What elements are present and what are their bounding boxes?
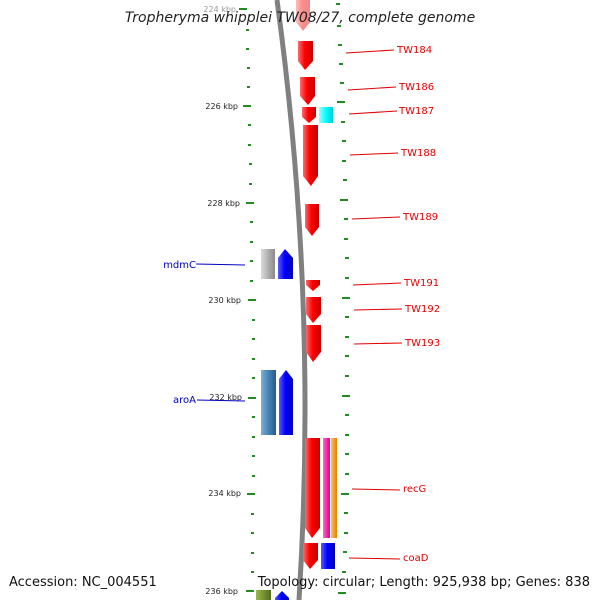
gene-label-coad: coaD xyxy=(403,553,429,564)
gene-label-recg: recG xyxy=(403,484,426,495)
gene-label-tw184: TW184 xyxy=(396,45,432,56)
gene-tw187[interactable] xyxy=(302,107,316,123)
map-title: Tropheryma whipplei TW08/27, complete ge… xyxy=(124,10,476,26)
gene-tw189[interactable] xyxy=(305,204,319,236)
gene-bottom-olive[interactable] xyxy=(256,590,271,600)
gene-label-aroa: aroA xyxy=(173,395,196,406)
gene-label-tw189: TW189 xyxy=(402,212,438,223)
gene-mdmc[interactable] xyxy=(278,249,293,279)
gene-tw183[interactable] xyxy=(296,0,310,31)
kbp-label-230: 230 kbp xyxy=(208,296,241,305)
accession-label: Accession: NC_004551 xyxy=(9,575,157,590)
gene-tw191[interactable] xyxy=(306,280,320,291)
gene-tw187-cyan[interactable] xyxy=(319,107,333,123)
callout-lines xyxy=(195,49,403,560)
gene-aroa-steel[interactable] xyxy=(261,370,276,435)
kbp-label-232: 232 kbp xyxy=(209,393,242,402)
gene-tw193[interactable] xyxy=(306,325,321,362)
gene-recg-orange[interactable] xyxy=(331,438,337,538)
gene-tw186[interactable] xyxy=(300,77,315,105)
kbp-label-226: 226 kbp xyxy=(205,102,238,111)
gene-label-tw191: TW191 xyxy=(403,278,439,289)
outer-ticks xyxy=(336,3,350,594)
gene-recg-magenta[interactable] xyxy=(323,438,330,538)
kbp-label-236: 236 kbp xyxy=(205,587,238,596)
gene-tw184[interactable] xyxy=(298,41,313,70)
genome-summary-label: Topology: circular; Length: 925,938 bp; … xyxy=(257,575,590,590)
gene-label-tw193: TW193 xyxy=(404,338,440,349)
gene-mdmc-gray[interactable] xyxy=(261,249,275,279)
kbp-label-234: 234 kbp xyxy=(208,489,241,498)
gene-recg[interactable] xyxy=(305,438,320,538)
inner-ticks xyxy=(239,8,256,592)
gene-coad-blue[interactable] xyxy=(321,543,335,569)
kbp-label-228: 228 kbp xyxy=(207,199,240,208)
kbp-label-224: 224 kbp xyxy=(203,5,236,14)
gene-label-tw188: TW188 xyxy=(400,148,436,159)
gene-aroa[interactable] xyxy=(279,370,293,435)
gene-tw188[interactable] xyxy=(303,125,318,186)
gene-coad[interactable] xyxy=(303,543,318,569)
reverse-strand-genes xyxy=(256,249,293,600)
gene-label-mdmc: mdmC xyxy=(163,260,196,271)
gene-label-tw186: TW186 xyxy=(398,82,434,93)
gene-tw192[interactable] xyxy=(306,297,321,323)
gene-label-tw187: TW187 xyxy=(398,106,434,117)
gene-label-tw192: TW192 xyxy=(404,304,440,315)
forward-strand-genes xyxy=(296,0,337,569)
genome-backbone xyxy=(274,0,308,601)
gene-bottom-blue[interactable] xyxy=(275,591,289,600)
